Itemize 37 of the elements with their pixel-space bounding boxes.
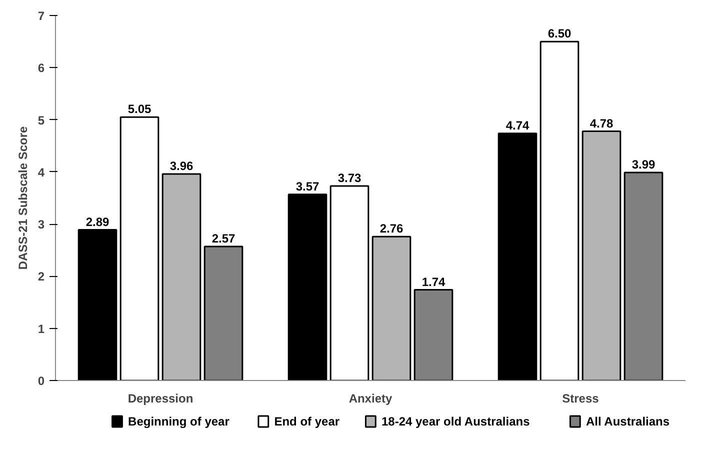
data-label: 3.96 <box>170 159 194 174</box>
bar <box>162 173 202 380</box>
data-label: 3.99 <box>632 157 656 172</box>
legend-label: Beginning of year <box>128 414 230 428</box>
data-label: 2.57 <box>212 231 236 246</box>
y-tick-label: 3 <box>38 218 45 232</box>
bar <box>540 40 580 380</box>
bar <box>78 229 118 380</box>
x-tick-label: Stress <box>562 392 600 406</box>
data-label: 4.78 <box>590 116 614 130</box>
data-label: 3.73 <box>338 171 362 186</box>
data-label: 1.74 <box>422 274 446 289</box>
y-tick-label: 4 <box>38 165 45 180</box>
y-tick-label: 7 <box>38 9 45 23</box>
bar <box>120 116 160 380</box>
x-tick-label: Anxiety <box>348 392 392 406</box>
y-tick-label: 6 <box>38 61 45 76</box>
bar <box>288 194 328 380</box>
data-label: 6.50 <box>548 26 572 41</box>
y-axis-title: DASS-21 Subscale Score <box>16 126 30 270</box>
y-tick-label: 5 <box>38 113 45 128</box>
y-tick-label: 0 <box>38 374 45 388</box>
legend-label: End of year <box>274 414 340 428</box>
bar <box>330 185 370 380</box>
data-label: 3.57 <box>296 179 320 194</box>
data-label: 2.76 <box>380 222 404 236</box>
data-label: 4.74 <box>506 118 530 132</box>
data-label: 5.05 <box>128 102 152 116</box>
legend-label: 18-24 year old Australians <box>381 414 530 428</box>
bar <box>372 236 412 380</box>
x-tick-label: Depression <box>128 392 194 406</box>
data-label: 2.89 <box>86 214 110 229</box>
bar <box>582 130 622 380</box>
legend-label: All Australians <box>586 414 670 428</box>
y-tick-label: 1 <box>38 322 45 336</box>
bar <box>498 132 538 380</box>
y-tick-label: 2 <box>38 270 45 284</box>
